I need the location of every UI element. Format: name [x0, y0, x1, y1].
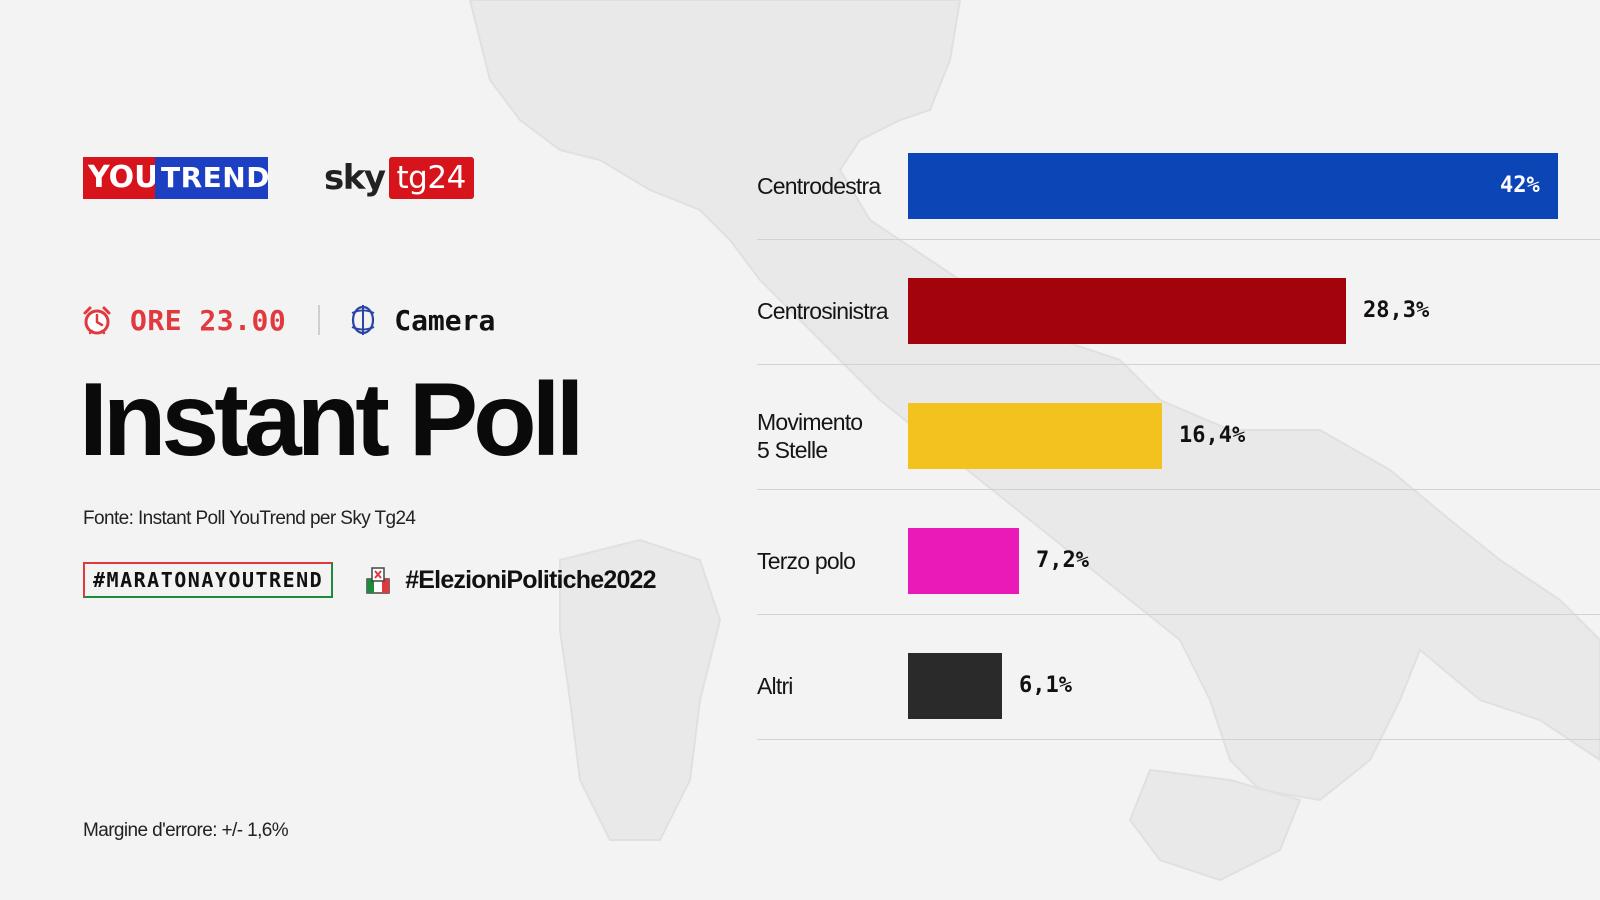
value-label: 16,4%: [1179, 423, 1246, 448]
skytg24-logo-sky: sky: [324, 158, 386, 198]
time-label: ORE 23.00: [130, 303, 287, 337]
value-label: 28,3%: [1363, 298, 1430, 323]
row-divider: [757, 239, 1600, 240]
value-label: 42%: [1500, 173, 1540, 198]
logo-bar: YOU TREND sky tg24: [83, 157, 474, 199]
hashtag-row: #MARATONAYOUTREND #ElezioniPolitiche2022: [83, 562, 657, 598]
ballot-icon: [366, 567, 390, 594]
category-label: Terzo polo: [757, 548, 856, 574]
chamber-label: Camera: [394, 303, 496, 337]
skytg24-logo-tg24: tg24: [388, 157, 474, 199]
hashtag-elezioni: #ElezioniPolitiche2022: [405, 565, 656, 594]
row-divider: [757, 739, 1600, 740]
chamber-icon: [351, 305, 375, 335]
value-label: 6,1%: [1019, 673, 1072, 698]
poll-meta: ORE 23.00 Camera: [81, 300, 495, 340]
row-divider: [757, 614, 1600, 615]
bar: [908, 528, 1019, 594]
page-title: Instant Poll: [79, 362, 584, 478]
bar: [908, 653, 1002, 719]
clock-icon: [83, 306, 111, 335]
category-label: Altri: [757, 673, 793, 699]
bar: [908, 153, 1558, 219]
row-divider: [757, 489, 1600, 490]
category-label: Centrosinistra: [757, 298, 888, 324]
skytg24-logo: sky tg24: [324, 157, 474, 199]
source-note: Fonte: Instant Poll YouTrend per Sky Tg2…: [83, 508, 416, 529]
category-label: Movimento 5 Stelle: [757, 409, 863, 463]
youtrend-logo-trend: TREND: [155, 157, 268, 199]
youtrend-logo: YOU TREND: [83, 157, 268, 199]
bar: [908, 278, 1346, 344]
bar: [908, 403, 1162, 469]
hashtag-maratona: #MARATONAYOUTREND: [83, 562, 334, 598]
value-label: 7,2%: [1036, 548, 1089, 573]
meta-divider: [318, 305, 321, 335]
error-margin-note: Margine d'errore: +/- 1,6%: [83, 820, 289, 841]
category-label: Centrodestra: [757, 173, 881, 199]
youtrend-logo-you: YOU: [88, 160, 159, 195]
poll-bar-chart: Centrodestra 42% Centrosinistra 28,3% Movime…: [740, 120, 1600, 760]
row-divider: [757, 364, 1600, 365]
